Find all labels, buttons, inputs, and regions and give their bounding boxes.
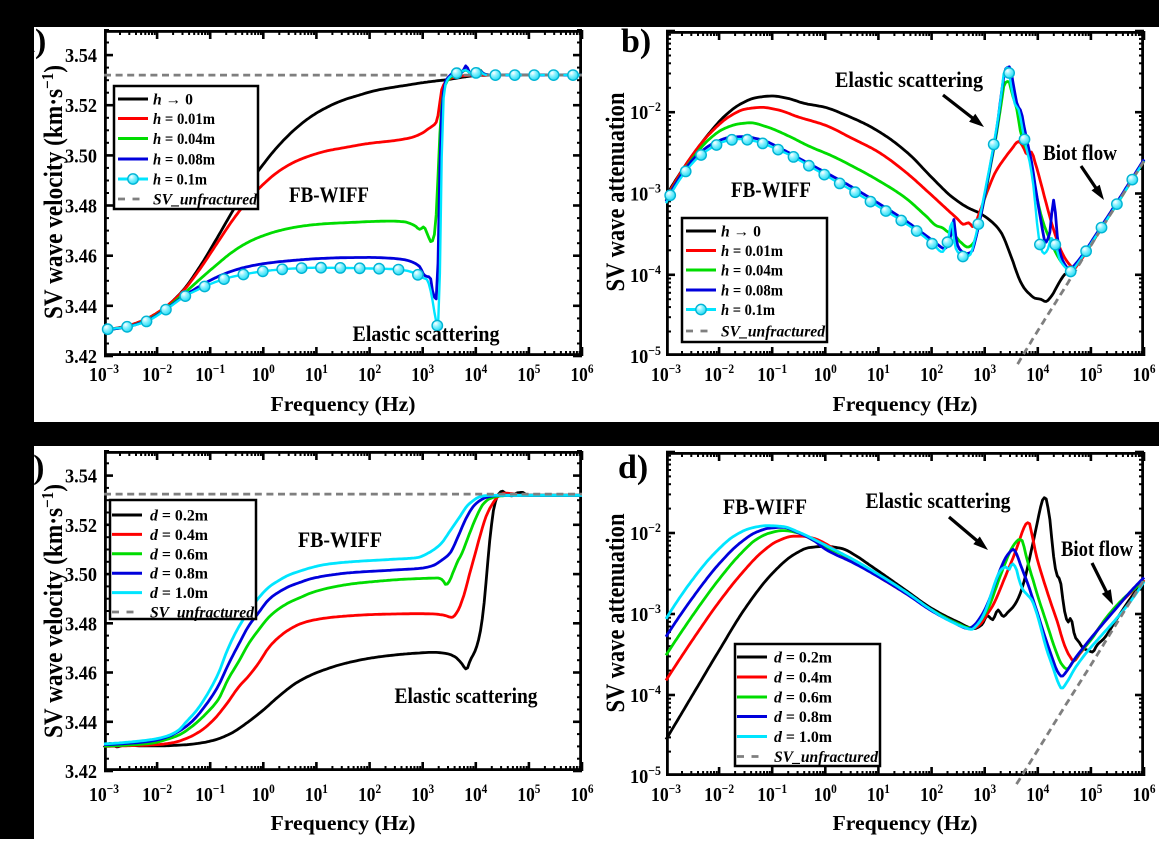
svg-text:b): b)	[621, 23, 651, 60]
svg-text:3.52: 3.52	[65, 95, 97, 117]
svg-text:3.50: 3.50	[65, 564, 97, 586]
svg-text:100: 100	[252, 781, 275, 806]
svg-text:d = 1.0m: d = 1.0m	[150, 585, 208, 602]
svg-text:10−5: 10−5	[630, 763, 661, 788]
svg-text:SV_unfractured: SV_unfractured	[721, 324, 825, 341]
svg-text:h → 0: h → 0	[721, 224, 761, 241]
svg-text:SV_unfractured: SV_unfractured	[153, 192, 257, 209]
svg-text:Elastic scattering: Elastic scattering	[395, 683, 538, 708]
svg-text:SV wave attenuation: SV wave attenuation	[601, 513, 630, 712]
svg-text:Frequency (Hz): Frequency (Hz)	[271, 811, 416, 835]
svg-text:d = 0.2m: d = 0.2m	[150, 508, 208, 525]
svg-text:h → 0: h → 0	[153, 92, 193, 109]
svg-text:FB-WIFF: FB-WIFF	[298, 527, 382, 552]
svg-text:3.42: 3.42	[65, 346, 97, 368]
svg-text:d = 1.0m: d = 1.0m	[774, 729, 832, 746]
svg-text:d = 0.6m: d = 0.6m	[150, 546, 208, 563]
svg-text:10−3: 10−3	[651, 361, 681, 386]
svg-text:3.46: 3.46	[65, 246, 97, 268]
svg-text:h = 0.1m: h = 0.1m	[153, 172, 207, 189]
svg-text:102: 102	[920, 361, 943, 386]
svg-text:SV_unfractured: SV_unfractured	[150, 605, 254, 622]
svg-text:3.42: 3.42	[65, 761, 97, 783]
svg-text:Biot flow: Biot flow	[1061, 536, 1133, 561]
svg-text:3.54: 3.54	[65, 45, 97, 67]
svg-text:Frequency (Hz): Frequency (Hz)	[271, 392, 416, 416]
svg-text:h = 0.08m: h = 0.08m	[721, 283, 783, 300]
svg-text:FB-WIFF: FB-WIFF	[731, 177, 811, 202]
svg-text:102: 102	[920, 781, 943, 806]
svg-text:Elastic scattering: Elastic scattering	[353, 321, 500, 346]
svg-text:d = 0.4m: d = 0.4m	[774, 670, 832, 687]
svg-text:102: 102	[358, 361, 381, 386]
svg-text:h = 0.01m: h = 0.01m	[721, 243, 783, 260]
svg-text:Frequency (Hz): Frequency (Hz)	[833, 392, 978, 416]
svg-text:h = 0.08m: h = 0.08m	[153, 152, 215, 169]
svg-text:SV wave velocity (km·s−1): SV wave velocity (km·s−1)	[38, 484, 68, 738]
svg-text:100: 100	[814, 361, 837, 386]
svg-text:10−1: 10−1	[757, 781, 787, 806]
svg-text:3.46: 3.46	[65, 663, 97, 685]
svg-text:101: 101	[867, 781, 890, 806]
svg-text:h = 0.04m: h = 0.04m	[721, 263, 783, 280]
svg-text:SV wave velocity (km·s−1): SV wave velocity (km·s−1)	[38, 65, 68, 319]
svg-text:FB-WIFF: FB-WIFF	[723, 494, 807, 519]
svg-text:3.48: 3.48	[65, 613, 97, 635]
svg-text:Elastic scattering: Elastic scattering	[835, 67, 983, 92]
svg-text:101: 101	[305, 781, 328, 806]
svg-text:3.48: 3.48	[65, 196, 97, 218]
svg-text:3.44: 3.44	[65, 712, 97, 734]
svg-text:3.50: 3.50	[65, 145, 97, 167]
svg-text:SV_unfractured: SV_unfractured	[774, 749, 878, 766]
svg-text:h = 0.04m: h = 0.04m	[153, 131, 215, 148]
svg-text:d = 0.2m: d = 0.2m	[774, 650, 832, 667]
svg-text:3.52: 3.52	[65, 515, 97, 537]
svg-text:d = 0.8m: d = 0.8m	[774, 709, 832, 726]
svg-text:101: 101	[867, 361, 890, 386]
svg-text:10−2: 10−2	[142, 361, 172, 386]
svg-text:d = 0.4m: d = 0.4m	[150, 527, 208, 544]
svg-text:FB-WIFF: FB-WIFF	[289, 182, 369, 207]
svg-text:h = 0.1m: h = 0.1m	[721, 302, 775, 319]
svg-text:3.54: 3.54	[65, 466, 97, 488]
svg-text:Elastic scattering: Elastic scattering	[866, 488, 1011, 513]
svg-text:SV wave attenuation: SV wave attenuation	[601, 92, 630, 291]
svg-text:Biot flow: Biot flow	[1043, 140, 1117, 165]
svg-text:102: 102	[358, 781, 381, 806]
svg-text:d = 0.8m: d = 0.8m	[150, 566, 208, 583]
svg-text:100: 100	[814, 781, 837, 806]
svg-text:101: 101	[305, 361, 328, 386]
svg-text:d): d)	[618, 449, 648, 486]
svg-text:3.44: 3.44	[65, 296, 97, 318]
svg-text:d = 0.6m: d = 0.6m	[774, 690, 832, 707]
svg-text:Frequency (Hz): Frequency (Hz)	[833, 811, 978, 835]
svg-text:100: 100	[252, 361, 275, 386]
svg-text:h = 0.01m: h = 0.01m	[153, 111, 215, 128]
